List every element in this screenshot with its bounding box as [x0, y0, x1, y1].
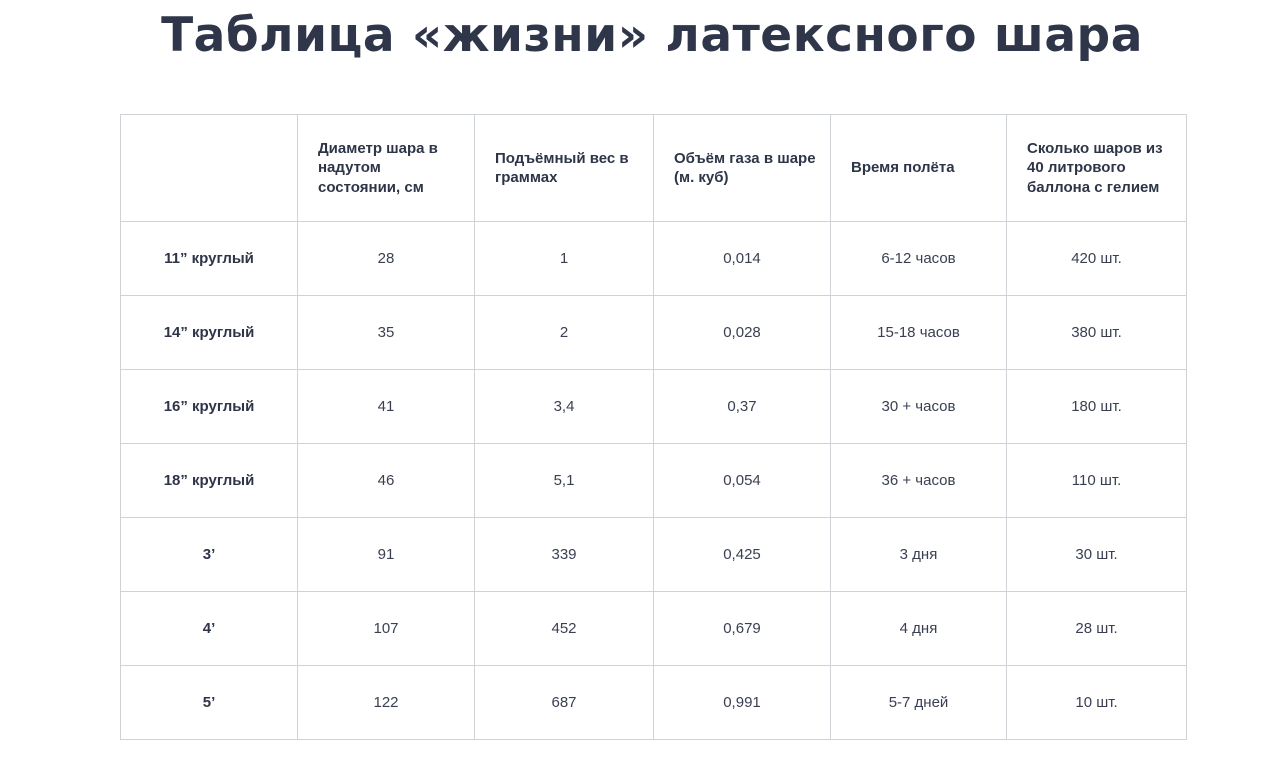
cell-flight-time: 15-18 часов: [830, 295, 1007, 370]
table-body: 11” круглый 28 1 0,014 6-12 часов 420 шт. 14” …: [120, 221, 1187, 740]
header-cell-lift: Подъёмный вес в граммах: [474, 114, 654, 222]
cell-lift: 2: [474, 295, 654, 370]
table-row: 4’ 107 452 0,679 4 дня 28 шт.: [120, 591, 1187, 666]
cell-row-label: 5’: [120, 665, 298, 740]
cell-balloon-count: 30 шт.: [1006, 517, 1187, 592]
cell-flight-time: 4 дня: [830, 591, 1007, 666]
cell-diameter: 91: [297, 517, 475, 592]
page-title: Таблица «жизни» латексного шара: [161, 8, 1143, 63]
header-cell-flight-time: Время полёта: [830, 114, 1007, 222]
cell-diameter: 35: [297, 295, 475, 370]
cell-diameter: 28: [297, 221, 475, 296]
header-cell-gas-volume: Объём газа в шаре (м. куб): [653, 114, 831, 222]
header-cell-empty: [120, 114, 298, 222]
cell-diameter: 46: [297, 443, 475, 518]
header-cell-diameter: Диаметр шара в надутом состоянии, см: [297, 114, 475, 222]
cell-row-label: 16” круглый: [120, 369, 298, 444]
cell-lift: 452: [474, 591, 654, 666]
cell-balloon-count: 420 шт.: [1006, 221, 1187, 296]
cell-gas-volume: 0,679: [653, 591, 831, 666]
cell-gas-volume: 0,014: [653, 221, 831, 296]
cell-balloon-count: 10 шт.: [1006, 665, 1187, 740]
cell-row-label: 11” круглый: [120, 221, 298, 296]
cell-gas-volume: 0,028: [653, 295, 831, 370]
cell-diameter: 122: [297, 665, 475, 740]
cell-flight-time: 36 + часов: [830, 443, 1007, 518]
cell-lift: 339: [474, 517, 654, 592]
cell-gas-volume: 0,37: [653, 369, 831, 444]
cell-balloon-count: 380 шт.: [1006, 295, 1187, 370]
cell-balloon-count: 180 шт.: [1006, 369, 1187, 444]
cell-flight-time: 3 дня: [830, 517, 1007, 592]
cell-gas-volume: 0,054: [653, 443, 831, 518]
cell-flight-time: 6-12 часов: [830, 221, 1007, 296]
cell-lift: 1: [474, 221, 654, 296]
cell-balloon-count: 28 шт.: [1006, 591, 1187, 666]
cell-row-label: 18” круглый: [120, 443, 298, 518]
cell-diameter: 41: [297, 369, 475, 444]
cell-gas-volume: 0,425: [653, 517, 831, 592]
cell-lift: 687: [474, 665, 654, 740]
cell-row-label: 3’: [120, 517, 298, 592]
table-row: 3’ 91 339 0,425 3 дня 30 шт.: [120, 517, 1187, 592]
table-row: 5’ 122 687 0,991 5-7 дней 10 шт.: [120, 665, 1187, 740]
cell-diameter: 107: [297, 591, 475, 666]
cell-gas-volume: 0,991: [653, 665, 831, 740]
cell-row-label: 14” круглый: [120, 295, 298, 370]
table-row: 18” круглый 46 5,1 0,054 36 + часов 110 шт.: [120, 443, 1187, 518]
table-header: Диаметр шара в надутом состоянии, см Под…: [120, 114, 1187, 222]
header-row: Диаметр шара в надутом состоянии, см Под…: [120, 114, 1187, 222]
cell-flight-time: 5-7 дней: [830, 665, 1007, 740]
cell-lift: 3,4: [474, 369, 654, 444]
cell-flight-time: 30 + часов: [830, 369, 1007, 444]
cell-row-label: 4’: [120, 591, 298, 666]
table-row: 16” круглый 41 3,4 0,37 30 + часов 180 шт.: [120, 369, 1187, 444]
header-cell-balloon-count: Сколько шаров из 40 литрового баллона с …: [1006, 114, 1187, 222]
balloon-life-table: Диаметр шара в надутом состоянии, см Под…: [120, 114, 1187, 740]
cell-lift: 5,1: [474, 443, 654, 518]
table-row: 11” круглый 28 1 0,014 6-12 часов 420 шт.: [120, 221, 1187, 296]
cell-balloon-count: 110 шт.: [1006, 443, 1187, 518]
table-row: 14” круглый 35 2 0,028 15-18 часов 380 шт.: [120, 295, 1187, 370]
